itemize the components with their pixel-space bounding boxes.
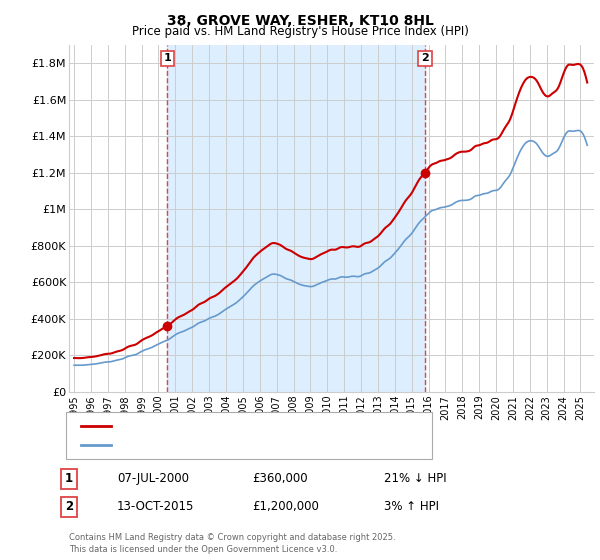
Text: 13-OCT-2015: 13-OCT-2015 [117, 500, 194, 514]
Bar [167, 45, 425, 392]
Text: 1: 1 [163, 54, 171, 63]
Text: £360,000: £360,000 [252, 472, 308, 486]
Text: 1: 1 [65, 472, 73, 486]
Text: 2: 2 [65, 500, 73, 514]
Text: 07-JUL-2000: 07-JUL-2000 [117, 472, 189, 486]
Text: 38, GROVE WAY, ESHER, KT10 8HL: 38, GROVE WAY, ESHER, KT10 8HL [167, 14, 433, 28]
Text: 2: 2 [421, 54, 429, 63]
Text: 38, GROVE WAY, ESHER, KT10 8HL (detached house): 38, GROVE WAY, ESHER, KT10 8HL (detached… [117, 421, 391, 431]
Text: HPI: Average price, detached house, Elmbridge: HPI: Average price, detached house, Elmb… [117, 440, 363, 450]
Text: £1,200,000: £1,200,000 [252, 500, 319, 514]
Text: Price paid vs. HM Land Registry's House Price Index (HPI): Price paid vs. HM Land Registry's House … [131, 25, 469, 38]
Text: Contains HM Land Registry data © Crown copyright and database right 2025.
This d: Contains HM Land Registry data © Crown c… [69, 533, 395, 554]
Text: 3% ↑ HPI: 3% ↑ HPI [384, 500, 439, 514]
Text: 21% ↓ HPI: 21% ↓ HPI [384, 472, 446, 486]
